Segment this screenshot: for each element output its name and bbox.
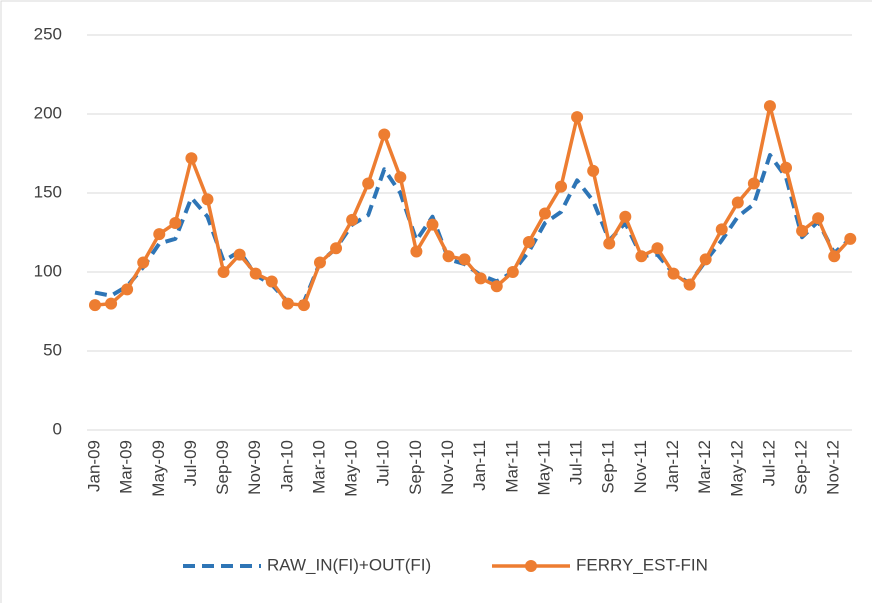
x-tick-label: Jan-12	[663, 440, 682, 492]
point	[796, 224, 809, 237]
point	[458, 253, 471, 266]
x-tick-label: Nov-10	[438, 440, 457, 495]
y-tick-label: 150	[34, 182, 62, 201]
x-tick-label: Jul-12	[759, 440, 778, 486]
point	[603, 237, 616, 250]
x-tick-label: Jan-11	[470, 440, 489, 491]
point	[297, 299, 310, 312]
x-tick-label: Mar-12	[695, 440, 714, 494]
point	[89, 299, 101, 312]
y-tick-label: 250	[34, 24, 62, 43]
point	[169, 217, 182, 230]
x-tick-label: Sep-11	[599, 440, 618, 494]
point	[715, 223, 728, 236]
point	[153, 228, 166, 241]
y-tick-label: 100	[34, 261, 62, 280]
point	[651, 242, 664, 255]
point	[844, 232, 857, 245]
y-tick-label: 0	[53, 419, 62, 438]
point	[538, 207, 551, 220]
point	[233, 248, 246, 261]
point	[490, 280, 503, 293]
point	[330, 242, 343, 255]
point	[281, 297, 294, 310]
point	[619, 210, 632, 223]
point	[249, 267, 262, 280]
series-line	[94, 153, 852, 305]
point	[731, 196, 744, 209]
point	[426, 218, 439, 231]
point	[474, 272, 487, 285]
x-tick-label: May-09	[149, 440, 168, 497]
x-tick-label: Jul-09	[181, 440, 200, 486]
point	[201, 193, 214, 206]
point	[522, 235, 535, 248]
point	[780, 161, 793, 174]
point	[747, 177, 760, 190]
x-tick-label: Mar-11	[502, 440, 521, 493]
x-tick-label: Mar-09	[117, 440, 136, 494]
point	[346, 213, 359, 226]
legend-marker	[525, 560, 537, 572]
point	[137, 256, 150, 269]
point	[217, 266, 230, 278]
point	[185, 152, 198, 165]
point	[571, 111, 584, 124]
point	[635, 250, 648, 263]
point	[313, 256, 326, 269]
x-tick-label: Jul-10	[374, 440, 393, 486]
point	[378, 128, 391, 141]
point	[667, 267, 680, 280]
legend-label: FERRY_EST-FIN	[576, 555, 708, 574]
x-tick-label: Jan-10	[277, 440, 296, 492]
y-tick-label: 50	[43, 340, 62, 359]
x-tick-label: Sep-09	[213, 440, 232, 495]
x-tick-label: Nov-11	[631, 440, 650, 494]
x-tick-label: Jul-11	[567, 440, 586, 485]
point	[506, 266, 519, 278]
x-tick-label: Mar-10	[309, 440, 328, 494]
x-tick-label: Nov-09	[245, 440, 264, 495]
point	[442, 250, 455, 263]
x-tick-label: May-11	[534, 440, 553, 495]
point	[362, 177, 375, 190]
point	[105, 297, 118, 310]
point	[555, 180, 568, 193]
x-tick-label: Nov-12	[824, 440, 843, 495]
point	[587, 164, 600, 177]
x-tick-label: Sep-10	[406, 440, 425, 495]
x-tick-label: Sep-12	[792, 440, 811, 495]
point	[265, 275, 278, 288]
point	[683, 278, 696, 291]
point	[410, 245, 423, 258]
point	[828, 250, 841, 263]
x-tick-label: May-10	[342, 440, 361, 497]
y-tick-label: 200	[34, 103, 62, 122]
point	[121, 283, 134, 296]
legend-label: RAW_IN(FI)+OUT(FI)	[267, 555, 431, 574]
point	[699, 253, 712, 266]
point	[812, 212, 825, 225]
x-tick-label: May-12	[727, 440, 746, 497]
x-tick-label: Jan-09	[84, 440, 103, 492]
point	[763, 100, 776, 113]
point	[394, 171, 407, 184]
